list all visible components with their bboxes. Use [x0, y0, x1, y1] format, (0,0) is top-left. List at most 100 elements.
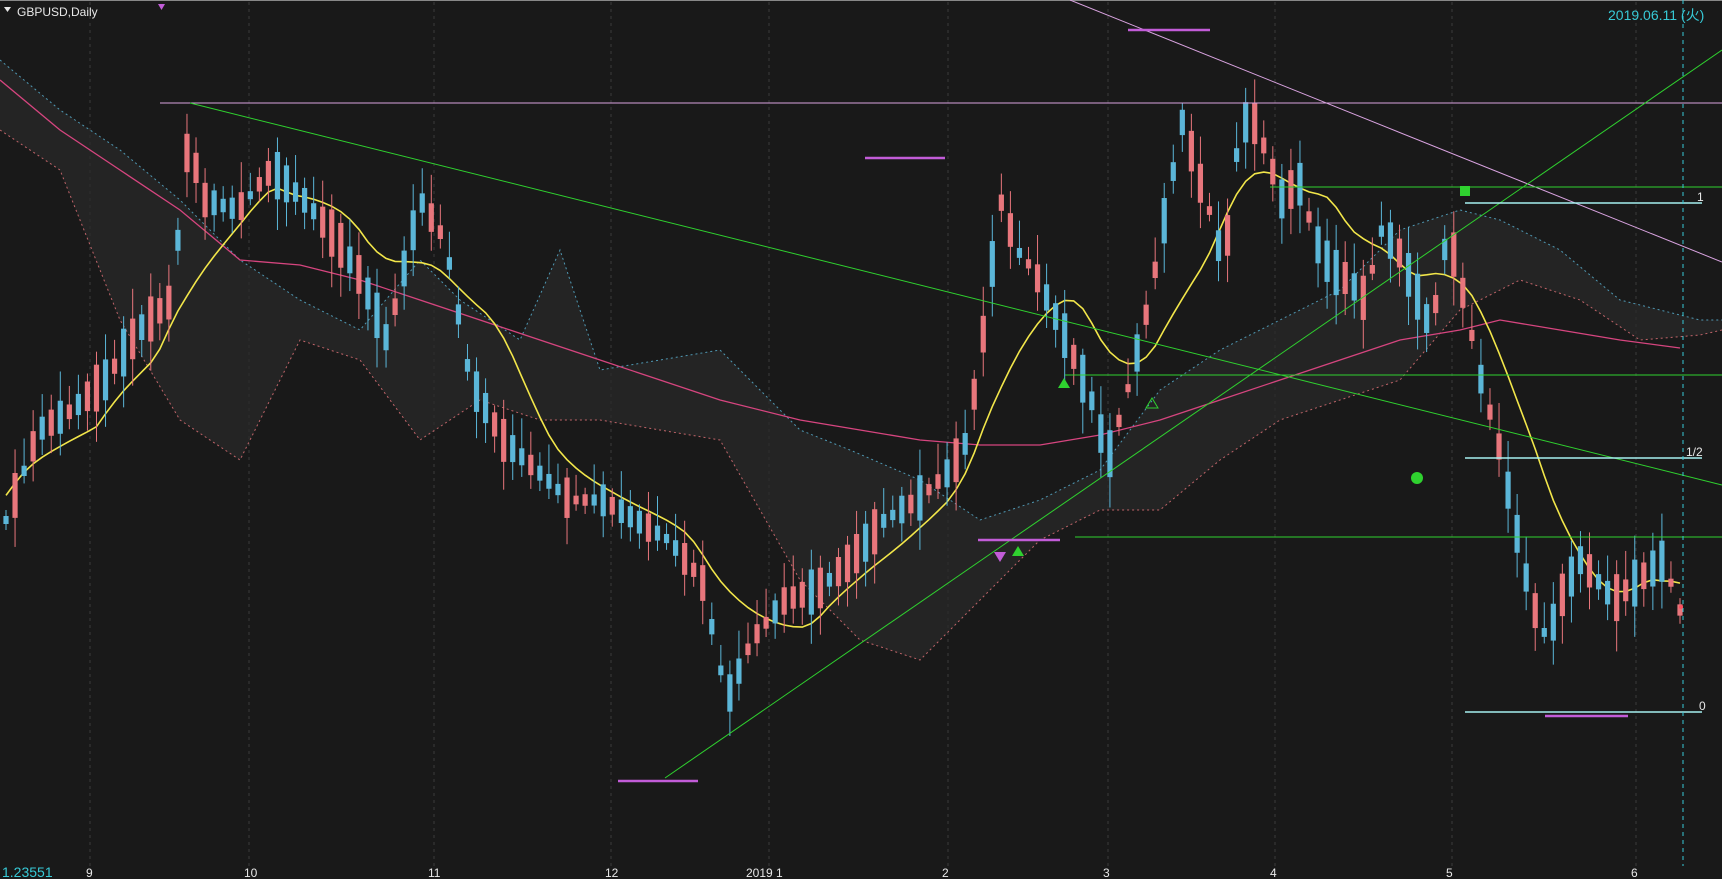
candle [12, 449, 18, 547]
candle [3, 510, 9, 530]
candle-body [157, 298, 163, 324]
candle-body [1460, 277, 1466, 308]
candle [1125, 358, 1131, 399]
candle-body [582, 494, 588, 506]
candle-body [1677, 604, 1683, 616]
candle-body [1387, 222, 1394, 259]
candle-body [1614, 574, 1620, 622]
candle [1659, 513, 1665, 609]
candle [1179, 102, 1185, 152]
sell-signal-triangle-icon [994, 552, 1006, 562]
downtrend-line-green [189, 102, 1722, 486]
x-tick-label: 12 [605, 866, 619, 879]
candle-body [329, 209, 335, 257]
candle-body [1315, 226, 1321, 264]
candle-body [835, 557, 842, 587]
candle-body [482, 392, 489, 424]
candle [1062, 289, 1068, 387]
candle [21, 438, 27, 484]
candle [30, 410, 36, 482]
candle-body [781, 587, 787, 615]
candle-body [1170, 162, 1176, 181]
candle-body [1451, 232, 1457, 277]
candle-body [1605, 580, 1611, 605]
candle [1170, 144, 1176, 194]
candle-body [383, 324, 389, 351]
candle-body [537, 465, 543, 481]
candle-body [1016, 247, 1023, 258]
candle [148, 273, 154, 371]
last-price-label: 1.23551 [2, 864, 53, 879]
candle [582, 487, 588, 514]
candle [1514, 494, 1520, 578]
candle [1460, 262, 1466, 328]
candle [1333, 224, 1339, 325]
candle [1469, 304, 1475, 349]
candle-body [1532, 593, 1538, 629]
candle-body [555, 483, 561, 496]
candle-body [944, 459, 950, 488]
candle [1053, 295, 1059, 348]
candle [1451, 211, 1457, 306]
candle-body [1043, 284, 1050, 311]
candle [600, 471, 606, 538]
candle [292, 155, 299, 215]
candle [546, 444, 552, 499]
candle-body [1297, 162, 1303, 206]
candle [93, 351, 100, 442]
candle [890, 495, 896, 528]
candle [111, 339, 118, 385]
candle [781, 563, 787, 633]
candle-body [347, 246, 353, 274]
candle [727, 660, 733, 736]
candle-body [1234, 148, 1240, 162]
candle-body [953, 438, 959, 483]
candle-body [609, 496, 615, 515]
candle-body [519, 448, 525, 466]
candle-body [1116, 414, 1122, 428]
drawing-objects[interactable] [160, 0, 1722, 866]
chart-menu-icon[interactable] [4, 7, 11, 12]
candle-body [1197, 163, 1204, 203]
candle [899, 486, 905, 542]
candle [1396, 224, 1403, 287]
candle-body [57, 400, 63, 434]
candle [935, 443, 941, 499]
candle-body [763, 616, 769, 629]
cloud-area [0, 60, 1722, 660]
candle [166, 264, 172, 342]
candle [564, 467, 570, 545]
candle-body [636, 510, 643, 534]
candle [437, 204, 443, 249]
candle [1442, 225, 1448, 275]
candle [139, 304, 145, 358]
candle-body [691, 562, 697, 577]
candle [1034, 235, 1041, 311]
candle [1161, 182, 1167, 273]
candle-body [175, 229, 181, 251]
candle [1098, 386, 1104, 478]
candle-body [437, 225, 443, 239]
candle [1641, 552, 1647, 607]
candle-body [1125, 384, 1131, 393]
candle-body [1179, 109, 1185, 136]
candle-body [3, 516, 9, 524]
candle [320, 180, 326, 259]
candle [673, 513, 679, 567]
candle [428, 174, 434, 251]
candle [1206, 192, 1213, 222]
candle-body [1134, 334, 1140, 372]
candle-body [935, 474, 941, 489]
candle-body [1496, 433, 1502, 460]
candle-body [283, 165, 290, 203]
candle-body [401, 250, 407, 287]
candle-body [591, 494, 597, 506]
candle-body [1107, 430, 1113, 478]
candle [1252, 79, 1258, 171]
candle [329, 194, 335, 288]
candle [1496, 403, 1502, 477]
outline-triangle-icon [1145, 397, 1159, 409]
